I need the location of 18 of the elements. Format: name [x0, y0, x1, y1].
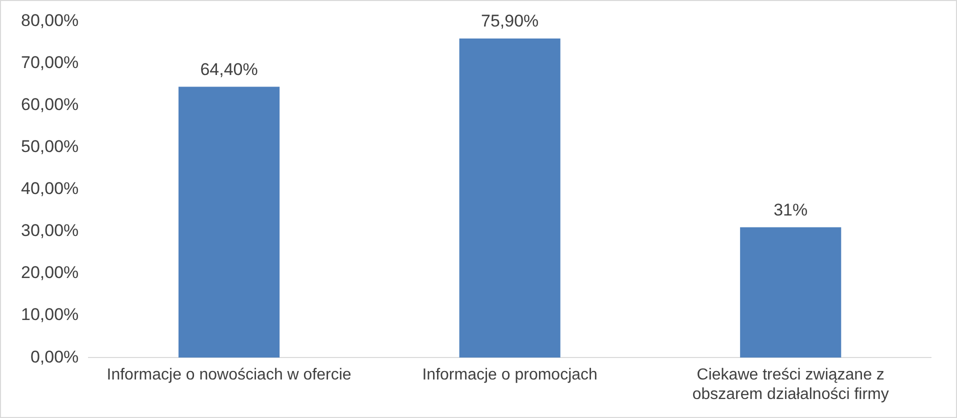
y-tick-label: 10,00% — [20, 305, 79, 324]
y-tick-label: 60,00% — [20, 94, 79, 114]
x-tick-label: Ciekawe treści związane z obszarem działalności firmy — [692, 366, 889, 403]
y-tick-label: 0,00% — [30, 347, 79, 366]
x-tick-label: Informacje o promocjach — [422, 366, 598, 384]
bar — [178, 86, 280, 358]
y-tick-label: 40,00% — [20, 179, 79, 198]
data-label: 31% — [774, 200, 808, 220]
bar — [740, 227, 842, 358]
y-tick-label: 70,00% — [20, 52, 79, 72]
y-tick-label: 30,00% — [20, 221, 79, 240]
bar — [459, 38, 560, 358]
x-tick-label: Informacje o nowościach w ofercie — [106, 366, 352, 384]
data-label: 64,40% — [200, 60, 258, 79]
data-label: 75,90% — [480, 12, 539, 31]
y-tick-label: 80,00% — [20, 10, 79, 30]
y-tick-label: 20,00% — [20, 263, 79, 282]
y-tick-label: 50,00% — [20, 137, 79, 156]
